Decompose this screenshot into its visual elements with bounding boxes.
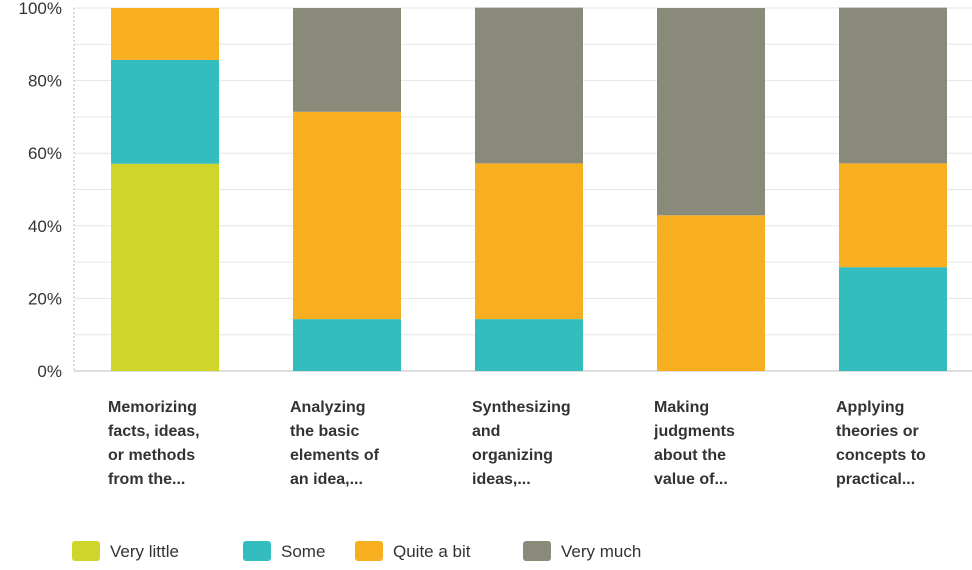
bar-segment-very-little bbox=[111, 163, 219, 371]
legend-swatch bbox=[523, 541, 551, 561]
bar-segment-very-much bbox=[657, 8, 765, 216]
bars bbox=[111, 7, 947, 371]
x-category-label: Analyzing the basic elements of an idea,... bbox=[290, 399, 380, 488]
legend-label: Quite a bit bbox=[393, 542, 471, 561]
x-category-label: Memorizing facts, ideas, or methods from th… bbox=[108, 399, 200, 488]
legend: Very little Some Quite a bit Very much bbox=[72, 541, 641, 561]
bar-segment-some bbox=[839, 267, 947, 371]
bar-segment-very-much bbox=[839, 7, 947, 164]
legend-item: Some bbox=[243, 541, 325, 561]
y-tick-labels: 0% 20% 40% 60% 80% 100% bbox=[19, 0, 62, 381]
bar-segment-quite-a-bit bbox=[293, 111, 401, 320]
legend-swatch bbox=[72, 541, 100, 561]
bar-segment-some bbox=[111, 59, 219, 164]
legend-label: Some bbox=[281, 542, 325, 561]
bar-segment-quite-a-bit bbox=[111, 8, 219, 60]
bar-segment-quite-a-bit bbox=[839, 163, 947, 268]
bar-segment-very-much bbox=[475, 7, 583, 164]
y-tick-label: 40% bbox=[28, 217, 62, 236]
legend-swatch bbox=[355, 541, 383, 561]
bar-segment-quite-a-bit bbox=[657, 215, 765, 371]
y-tick-label: 100% bbox=[19, 0, 62, 18]
x-category-label: Synthesizing and organizing ideas,... bbox=[472, 399, 571, 488]
y-tick-label: 20% bbox=[28, 289, 62, 308]
bar-segment-some bbox=[293, 319, 401, 371]
legend-item: Very little bbox=[72, 541, 179, 561]
bar-segment-some bbox=[475, 319, 583, 371]
bar-segment-very-much bbox=[293, 8, 401, 112]
bar-segment-quite-a-bit bbox=[475, 163, 583, 320]
y-tick-label: 60% bbox=[28, 144, 62, 163]
legend-item: Very much bbox=[523, 541, 641, 561]
legend-label: Very little bbox=[110, 542, 179, 561]
legend-swatch bbox=[243, 541, 271, 561]
x-category-labels: Memorizing facts, ideas, or methods from th… bbox=[108, 399, 926, 488]
y-tick-label: 80% bbox=[28, 72, 62, 91]
legend-item: Quite a bit bbox=[355, 541, 471, 561]
x-category-label: Applying theories or concepts to practical.… bbox=[836, 399, 926, 488]
x-category-label: Making judgments about the value of... bbox=[653, 399, 735, 488]
legend-label: Very much bbox=[561, 542, 641, 561]
y-tick-label: 0% bbox=[37, 362, 62, 381]
